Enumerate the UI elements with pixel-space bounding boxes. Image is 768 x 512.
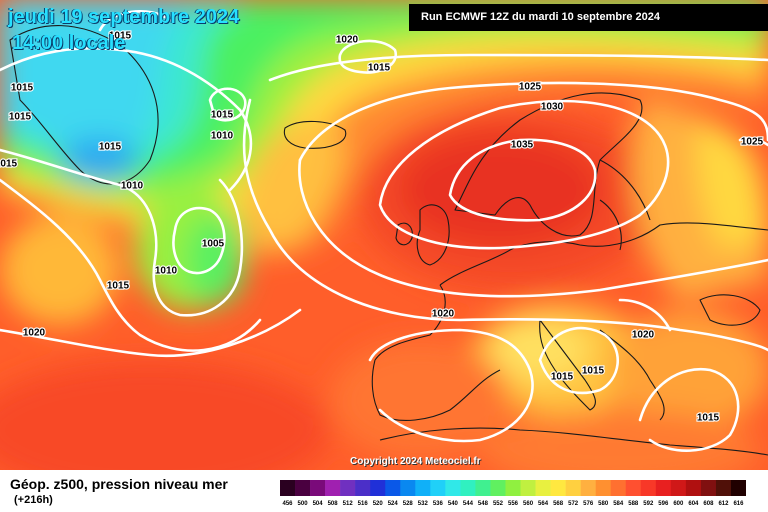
scale-label: 604 bbox=[688, 501, 699, 507]
color-swatch bbox=[520, 480, 536, 496]
color-swatch bbox=[400, 480, 416, 496]
scale-label: 568 bbox=[553, 501, 564, 507]
scale-label: 524 bbox=[388, 501, 399, 507]
scale-label: 520 bbox=[373, 501, 384, 507]
color-swatch bbox=[460, 480, 476, 496]
isobar-label: 1015 bbox=[0, 159, 18, 170]
forecast-time: 14:00 locale bbox=[12, 32, 126, 54]
isobar-label: 1020 bbox=[336, 35, 359, 46]
color-swatch bbox=[550, 480, 566, 496]
isobar-label: 1025 bbox=[741, 137, 764, 148]
coastlines bbox=[9, 25, 768, 456]
isobar-label: 1035 bbox=[511, 140, 534, 151]
scale-label: 592 bbox=[643, 501, 654, 507]
scale-label: 528 bbox=[403, 501, 414, 507]
color-swatch bbox=[385, 480, 401, 496]
scale-label: 576 bbox=[583, 501, 594, 507]
scale-label: 540 bbox=[448, 501, 459, 507]
color-swatch bbox=[325, 480, 341, 496]
scale-label: 572 bbox=[568, 501, 579, 507]
color-swatch bbox=[580, 480, 596, 496]
scale-label: 516 bbox=[358, 501, 369, 507]
isobar-label: 1020 bbox=[632, 330, 655, 341]
scale-label: 600 bbox=[673, 501, 684, 507]
geopotential-map: 1015 1020 1015 1025 1030 1035 1025 1015 1015 1015… bbox=[0, 0, 768, 470]
color-swatch bbox=[715, 480, 732, 496]
isobar-label: 1015 bbox=[211, 110, 234, 121]
color-swatch bbox=[295, 480, 311, 496]
isobar-label: 1020 bbox=[432, 309, 455, 320]
isobar-label: 1005 bbox=[202, 239, 225, 250]
scale-label: 596 bbox=[658, 501, 669, 507]
isobar-label: 1010 bbox=[211, 131, 234, 142]
color-swatch bbox=[565, 480, 581, 496]
scale-label: 548 bbox=[478, 501, 489, 507]
isobar-label: 1015 bbox=[368, 63, 391, 74]
scale-label: 612 bbox=[718, 501, 729, 507]
color-swatch bbox=[625, 480, 642, 496]
run-info: Run ECMWF 12Z du mardi 10 septembre 2024 bbox=[409, 4, 768, 31]
copyright: Copyright 2024 Meteociel.fr bbox=[350, 456, 481, 467]
color-swatch bbox=[430, 480, 446, 496]
color-swatch bbox=[655, 480, 672, 496]
color-swatch bbox=[730, 480, 746, 496]
color-swatch bbox=[490, 480, 506, 496]
scale-label: 564 bbox=[538, 501, 549, 507]
isobar-label: 1015 bbox=[109, 31, 132, 42]
legend-footer: Géop. z500, pression niveau mer (+216h) … bbox=[0, 470, 768, 512]
color-scale: 456 500 504 508 512 516 520 524 528 532 536 540 544 5… bbox=[280, 480, 746, 507]
color-swatch bbox=[610, 480, 627, 496]
color-swatch bbox=[535, 480, 551, 496]
scale-label: 504 bbox=[313, 501, 324, 507]
lead-time: (+216h) bbox=[14, 494, 53, 506]
scale-label: 508 bbox=[328, 501, 339, 507]
scale-label: 580 bbox=[598, 501, 609, 507]
color-swatch bbox=[685, 480, 702, 496]
color-swatch bbox=[700, 480, 717, 496]
scale-label: 560 bbox=[523, 501, 534, 507]
scale-label: 500 bbox=[298, 501, 309, 507]
scale-label: 588 bbox=[628, 501, 639, 507]
scale-label: 456 bbox=[283, 501, 294, 507]
isobar-labels: 1015 1020 1015 1025 1030 1035 1025 1015 1015 1015… bbox=[0, 30, 765, 425]
scale-label: 556 bbox=[508, 501, 519, 507]
product-title: Géop. z500, pression niveau mer bbox=[10, 476, 228, 492]
scale-label: 608 bbox=[703, 501, 714, 507]
forecast-date: jeudi 19 septembre 2024 bbox=[8, 6, 240, 28]
isobar-label: 1010 bbox=[155, 266, 178, 277]
isobar-label: 1015 bbox=[11, 83, 34, 94]
isobar-label: 1015 bbox=[9, 112, 32, 123]
color-swatch bbox=[415, 480, 431, 496]
color-swatch bbox=[355, 480, 371, 496]
color-swatch bbox=[640, 480, 657, 496]
isobar-label: 1030 bbox=[541, 102, 564, 113]
isobar-label: 1015 bbox=[582, 366, 605, 377]
scale-label: 584 bbox=[613, 501, 624, 507]
scale-label: 512 bbox=[343, 501, 354, 507]
color-swatch bbox=[670, 480, 687, 496]
isobar-label: 1025 bbox=[519, 82, 542, 93]
scale-label: 544 bbox=[463, 501, 474, 507]
isobar-label: 1015 bbox=[697, 413, 720, 424]
isobar-label: 1015 bbox=[107, 281, 130, 292]
isobar-label: 1020 bbox=[23, 328, 46, 339]
scale-label: 532 bbox=[418, 501, 429, 507]
color-swatch bbox=[280, 480, 296, 496]
color-swatch bbox=[370, 480, 386, 496]
color-swatch bbox=[445, 480, 461, 496]
isobar-label: 1010 bbox=[121, 181, 144, 192]
color-swatch bbox=[310, 480, 326, 496]
isobar-label: 1015 bbox=[99, 142, 122, 153]
color-swatch bbox=[475, 480, 491, 496]
color-swatch bbox=[340, 480, 356, 496]
scale-label: 616 bbox=[733, 501, 744, 507]
color-swatch bbox=[595, 480, 612, 496]
color-swatch bbox=[505, 480, 521, 496]
scale-label: 536 bbox=[433, 501, 444, 507]
scale-label: 552 bbox=[493, 501, 504, 507]
isobar-label: 1015 bbox=[551, 372, 574, 383]
isobar-lines bbox=[0, 9, 768, 452]
